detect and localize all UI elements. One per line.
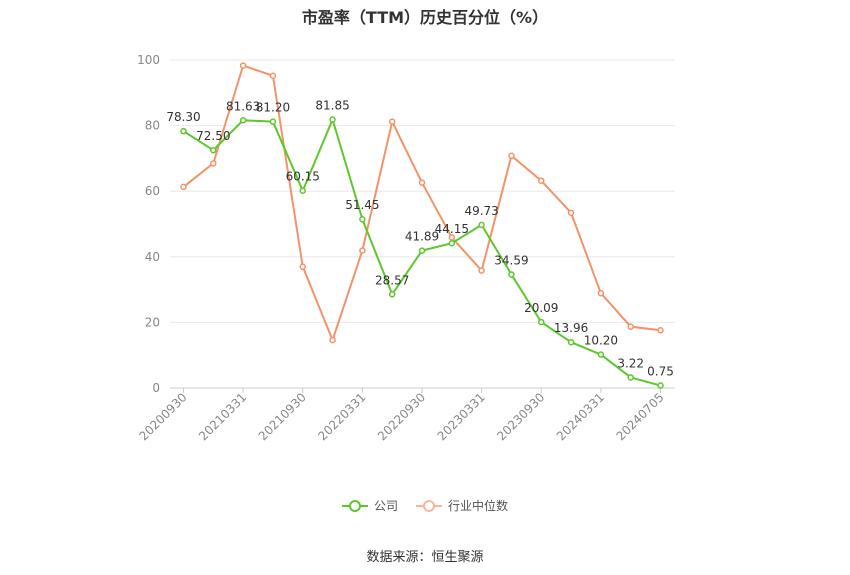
legend-swatch-industry-median bbox=[416, 499, 442, 513]
industry-median-point bbox=[418, 179, 426, 186]
company-data-label: 20.09 bbox=[524, 301, 558, 315]
x-tick-label: 20230331 bbox=[435, 390, 488, 443]
company-point bbox=[448, 239, 456, 247]
company-data-label: 41.89 bbox=[405, 230, 439, 244]
y-tick-label: 40 bbox=[145, 250, 160, 264]
company-point bbox=[657, 382, 664, 389]
company-data-label: 0.75 bbox=[647, 365, 674, 379]
company-point bbox=[597, 351, 605, 358]
legend-label-company: 公司 bbox=[373, 499, 398, 513]
company-point bbox=[538, 318, 545, 326]
y-tick-label: 60 bbox=[145, 184, 160, 198]
company-point bbox=[388, 291, 396, 298]
industry-median-point bbox=[329, 336, 336, 344]
company-data-label: 81.85 bbox=[315, 99, 349, 113]
y-tick-label: 0 bbox=[152, 381, 160, 395]
industry-median-point bbox=[567, 209, 575, 217]
company-point bbox=[210, 146, 217, 154]
company-data-label: 60.15 bbox=[286, 170, 320, 184]
legend-item-industry-median[interactable]: 行业中位数 bbox=[416, 497, 508, 514]
legend-item-company[interactable]: 公司 bbox=[341, 497, 398, 514]
industry-median-point bbox=[239, 62, 247, 69]
company-point bbox=[478, 221, 485, 229]
company-point bbox=[508, 271, 515, 278]
x-tick-label: 20220331 bbox=[315, 390, 368, 443]
industry-median-point bbox=[597, 289, 605, 297]
company-data-label: 10.20 bbox=[584, 334, 618, 348]
company-data-label: 78.30 bbox=[166, 110, 200, 124]
company-point bbox=[359, 215, 366, 223]
y-tick-label: 80 bbox=[145, 119, 160, 133]
x-tick-label: 20240331 bbox=[554, 390, 607, 443]
x-tick-label: 20220930 bbox=[375, 390, 428, 443]
industry-median-point bbox=[538, 177, 545, 184]
legend-label-industry-median: 行业中位数 bbox=[448, 499, 509, 513]
industry-median-point bbox=[388, 118, 396, 125]
company-point bbox=[627, 374, 634, 381]
x-tick-label: 20210930 bbox=[256, 390, 309, 443]
legend: 公司 行业中位数 bbox=[0, 497, 850, 514]
chart-title: 市盈率（TTM）历史百分位（%） bbox=[301, 8, 549, 27]
data-source: 数据来源：恒生聚源 bbox=[366, 550, 484, 565]
industry-median-point bbox=[508, 152, 515, 160]
industry-median-point bbox=[359, 247, 366, 254]
company-data-label: 3.22 bbox=[617, 356, 644, 370]
company-point bbox=[567, 338, 575, 346]
company-point bbox=[269, 118, 277, 125]
company-data-label: 28.57 bbox=[375, 273, 409, 287]
company-data-label: 34.59 bbox=[494, 254, 528, 268]
company-point bbox=[299, 187, 306, 194]
industry-median-point bbox=[210, 160, 217, 167]
industry-median-point bbox=[299, 263, 306, 270]
legend-swatch-company bbox=[341, 499, 368, 513]
x-tick-label: 20240705 bbox=[614, 390, 667, 443]
x-tick-label: 20200930 bbox=[137, 390, 190, 443]
y-tick-label: 20 bbox=[145, 315, 160, 329]
industry-median-point bbox=[180, 183, 187, 191]
company-data-label: 13.96 bbox=[554, 321, 588, 335]
company-data-label: 81.20 bbox=[256, 101, 290, 115]
company-data-label: 81.63 bbox=[226, 99, 260, 113]
company-point bbox=[180, 127, 187, 135]
company-data-label: 44.15 bbox=[435, 222, 469, 236]
industry-median-point bbox=[627, 323, 634, 330]
industry-median-point bbox=[269, 72, 277, 79]
industry-median-point bbox=[478, 267, 485, 274]
company-data-label: 72.50 bbox=[196, 129, 230, 143]
company-point bbox=[329, 116, 336, 123]
company-data-label: 51.45 bbox=[345, 198, 379, 212]
company-data-label: 49.73 bbox=[464, 204, 498, 218]
x-tick-label: 20210331 bbox=[196, 390, 249, 443]
y-tick-label: 100 bbox=[137, 53, 160, 67]
x-tick-label: 20230930 bbox=[494, 390, 547, 443]
company-point bbox=[239, 117, 247, 124]
company-point bbox=[418, 247, 426, 254]
industry-median-point bbox=[657, 327, 664, 334]
